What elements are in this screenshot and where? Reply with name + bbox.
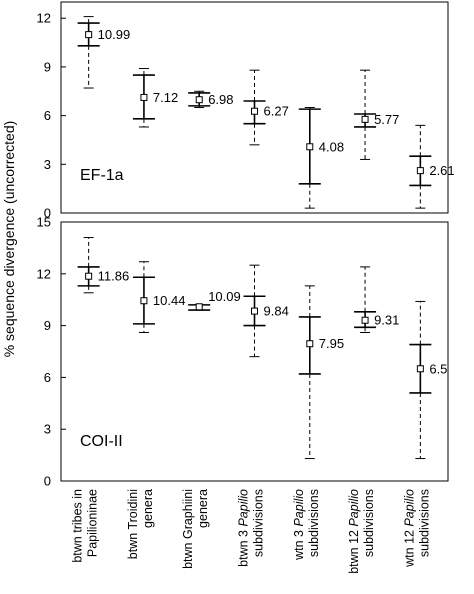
mean-marker [195, 303, 203, 311]
category-label: btwn Troidinigenera [126, 489, 155, 559]
data-point-group: 6.27 [243, 69, 289, 146]
mean-marker [251, 307, 258, 315]
mean-marker [85, 31, 93, 39]
chart-panels: 0 3 6 9 12 EF-1a 10.99 7.12 6.98 6.27 4.08 5.77 2.61… [37, 1, 455, 489]
y-axis-label: % sequence divergence (uncorrected) [1, 121, 17, 358]
data-point-group: 6.5 [409, 300, 447, 460]
data-point-group: 6.98 [188, 90, 234, 108]
mean-marker [306, 340, 314, 348]
value-label: 4.08 [319, 139, 344, 154]
value-label: 9.31 [374, 313, 399, 328]
mean-marker [306, 143, 314, 151]
y-tick-label: 3 [44, 157, 51, 172]
y-tick-label: 12 [37, 11, 51, 26]
category-label: wtn 3 Papiliosubdivisions [292, 489, 321, 561]
panel-label: EF-1a [80, 167, 124, 184]
data-point-group: 2.61 [409, 124, 455, 209]
value-label: 10.99 [98, 27, 131, 42]
mean-marker [361, 115, 369, 123]
mean-marker [85, 272, 93, 280]
value-label: 5.77 [374, 112, 399, 127]
plot-frame [60, 1, 449, 214]
y-tick-label: 0 [44, 206, 51, 221]
panel-1: 0 3 6 9 12 EF-1a 10.99 7.12 6.98 6.27 4.08 5.77 2.61 [37, 1, 455, 221]
mean-marker [416, 167, 424, 175]
y-tick-label: 0 [44, 474, 51, 489]
data-point-group: 10.99 [77, 16, 131, 89]
data-point-group: 4.08 [298, 107, 344, 209]
value-label: 2.61 [429, 163, 454, 178]
value-label: 10.09 [208, 289, 241, 304]
value-label: 6.27 [264, 104, 289, 119]
value-label: 7.95 [319, 336, 344, 351]
mean-marker [140, 297, 148, 305]
plot-frame [60, 221, 449, 482]
value-label: 6.98 [208, 92, 233, 107]
y-tick-label: 15 [37, 215, 51, 230]
data-point-group: 7.12 [132, 68, 178, 128]
category-label: btwn 3 Papiliosubdivisions [237, 489, 266, 567]
y-tick-label: 9 [44, 318, 51, 333]
category-label: btwn 12 Papiliosubdivisions [347, 489, 376, 574]
value-label: 6.5 [429, 361, 447, 376]
data-point-group: 9.84 [243, 264, 289, 358]
data-point-group: 10.09 [188, 289, 241, 311]
panel-2: 0 3 6 9 12 15 COI-II 11.86 10.44 10.09 9.84 7.95 9.3… [37, 215, 449, 489]
data-point-group: 7.95 [298, 285, 344, 460]
category-label: btwn Graphiinigenera [181, 489, 210, 569]
mean-marker [416, 365, 424, 373]
y-tick-label: 6 [44, 370, 51, 385]
data-point-group: 11.86 [77, 237, 130, 294]
panel-label: COI-II [80, 433, 123, 450]
mean-marker [251, 107, 258, 115]
mean-marker [195, 96, 203, 104]
y-tick-label: 9 [44, 59, 51, 74]
y-tick-label: 12 [37, 266, 51, 281]
value-label: 10.44 [153, 293, 186, 308]
category-labels: btwn tribes inPapilioninae btwn Troidinig… [71, 489, 432, 574]
category-label: btwn tribes inPapilioninae [71, 489, 100, 563]
value-label: 7.12 [153, 90, 178, 105]
mean-marker [361, 316, 369, 324]
value-label: 9.84 [264, 304, 289, 319]
mean-marker [140, 93, 148, 101]
value-label: 11.86 [98, 269, 130, 284]
category-label: wtn 12 Papiliosubdivisions [402, 489, 431, 568]
y-tick-label: 3 [44, 422, 51, 437]
y-tick-label: 6 [44, 108, 51, 123]
data-point-group: 9.31 [354, 266, 399, 334]
data-point-group: 5.77 [354, 69, 399, 160]
data-point-group: 10.44 [132, 261, 186, 334]
